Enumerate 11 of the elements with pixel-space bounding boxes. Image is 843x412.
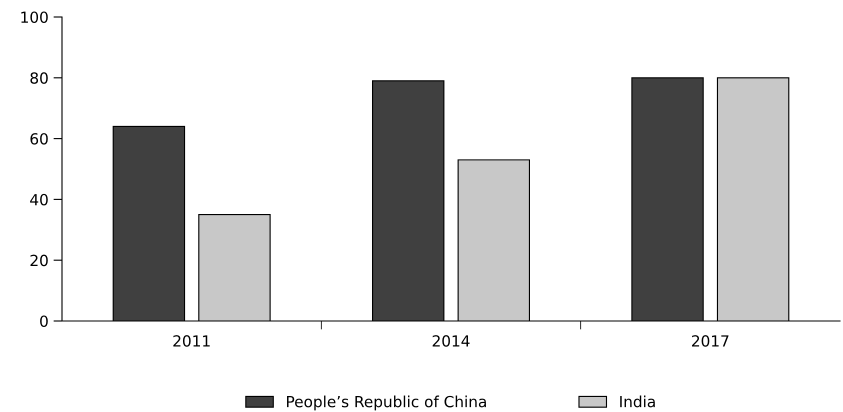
legend-label: People’s Republic of China — [287, 396, 486, 410]
x-tick-label: 2014 — [432, 335, 470, 347]
y-tick-label: 20 — [30, 254, 48, 266]
y-tick-label: 100 — [21, 11, 48, 24]
x-tick-label: 2017 — [692, 335, 728, 347]
y-tick-label: 0 — [40, 315, 48, 328]
x-tick-label: 2011 — [173, 335, 210, 347]
y-tick-label: 40 — [30, 194, 48, 206]
legend-label: India — [620, 396, 655, 408]
y-tick-label: 60 — [30, 133, 48, 145]
y-tick-label: 80 — [30, 72, 48, 84]
